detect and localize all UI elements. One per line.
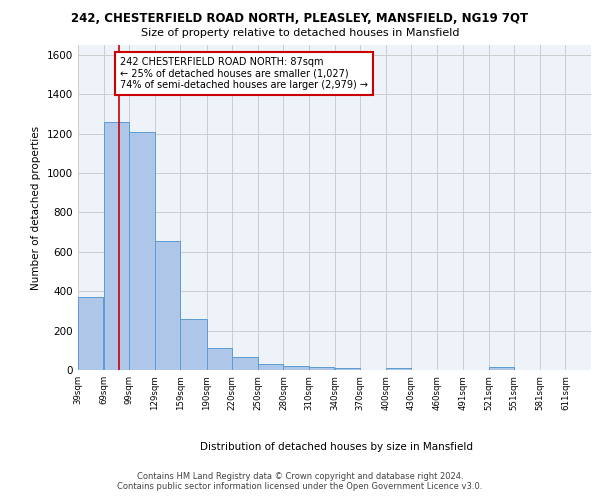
Text: Contains HM Land Registry data © Crown copyright and database right 2024.: Contains HM Land Registry data © Crown c… xyxy=(137,472,463,481)
Bar xyxy=(309,367,334,370)
Bar xyxy=(155,241,180,370)
Bar xyxy=(386,368,411,370)
Bar xyxy=(335,368,360,370)
Bar xyxy=(104,122,129,370)
Bar xyxy=(181,319,206,370)
Bar xyxy=(129,132,155,370)
Text: 242, CHESTERFIELD ROAD NORTH, PLEASLEY, MANSFIELD, NG19 7QT: 242, CHESTERFIELD ROAD NORTH, PLEASLEY, … xyxy=(71,12,529,26)
Text: 242 CHESTERFIELD ROAD NORTH: 87sqm
← 25% of detached houses are smaller (1,027)
: 242 CHESTERFIELD ROAD NORTH: 87sqm ← 25%… xyxy=(120,57,368,90)
Bar xyxy=(258,364,283,370)
Bar xyxy=(78,297,103,370)
Y-axis label: Number of detached properties: Number of detached properties xyxy=(31,126,41,290)
Bar xyxy=(232,357,257,370)
Text: Contains public sector information licensed under the Open Government Licence v3: Contains public sector information licen… xyxy=(118,482,482,491)
Text: Distribution of detached houses by size in Mansfield: Distribution of detached houses by size … xyxy=(200,442,473,452)
Bar xyxy=(489,367,514,370)
Text: Size of property relative to detached houses in Mansfield: Size of property relative to detached ho… xyxy=(141,28,459,38)
Bar xyxy=(207,348,232,370)
Bar xyxy=(283,366,309,370)
